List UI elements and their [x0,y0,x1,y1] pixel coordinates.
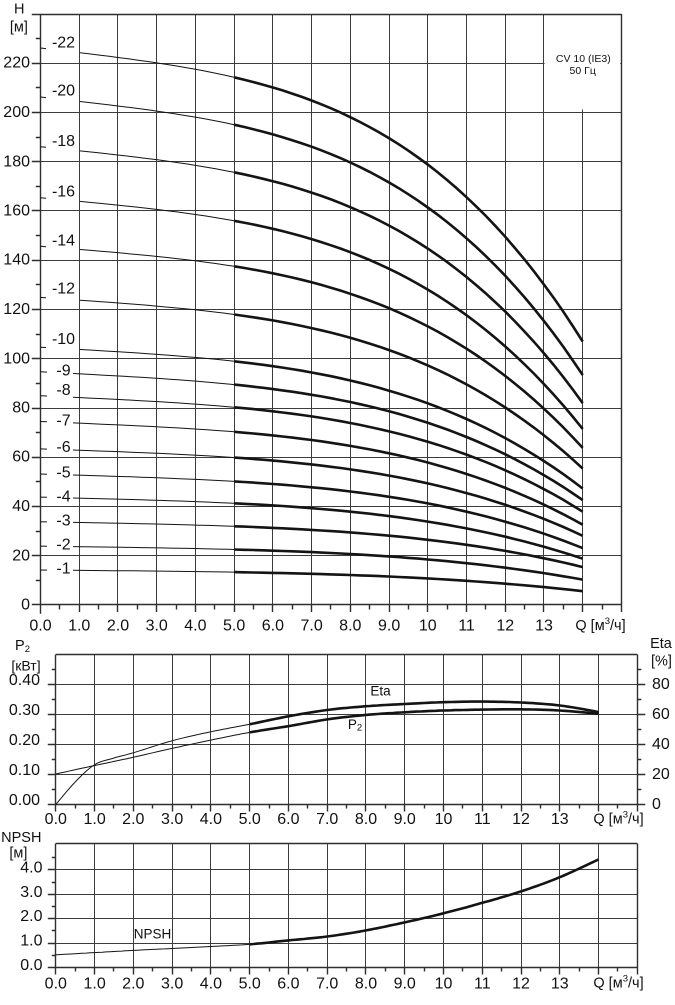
svg-text:3.0: 3.0 [20,884,42,901]
svg-text:0: 0 [21,597,30,614]
svg-text:-7: -7 [56,412,70,429]
svg-text:20: 20 [652,766,670,783]
svg-text:-20: -20 [52,82,75,99]
svg-text:10: 10 [435,811,453,828]
svg-text:1.0: 1.0 [83,976,105,993]
svg-text:Q [м3/ч]: Q [м3/ч] [593,809,643,828]
svg-text:13: 13 [535,618,553,635]
svg-text:9.0: 9.0 [394,976,416,993]
svg-text:160: 160 [3,203,30,220]
svg-text:NPSH: NPSH [1,830,41,846]
svg-text:12: 12 [512,976,530,993]
svg-text:CV 10 (IE3): CV 10 (IE3) [556,53,611,65]
svg-text:4.0: 4.0 [184,618,206,635]
svg-text:-12: -12 [52,281,75,298]
svg-text:0.0: 0.0 [45,811,67,828]
svg-text:4.0: 4.0 [20,859,42,876]
svg-text:0.40: 0.40 [9,672,40,689]
svg-text:100: 100 [3,350,30,367]
svg-text:80: 80 [652,676,670,693]
svg-text:6.0: 6.0 [277,976,299,993]
svg-text:0.0: 0.0 [20,957,42,974]
svg-text:8.0: 8.0 [355,811,377,828]
svg-text:13: 13 [551,976,569,993]
svg-text:-3: -3 [56,512,70,529]
svg-text:0.0: 0.0 [29,618,51,635]
svg-text:-9: -9 [56,363,70,380]
svg-text:12: 12 [496,618,514,635]
svg-text:11: 11 [474,811,491,828]
svg-text:[кВт]: [кВт] [11,658,40,674]
svg-text:3.0: 3.0 [161,976,183,993]
svg-text:80: 80 [12,400,30,417]
svg-text:2.0: 2.0 [20,908,42,925]
svg-text:7.0: 7.0 [316,811,338,828]
svg-text:0: 0 [652,796,661,813]
svg-text:-14: -14 [52,232,75,249]
svg-text:7.0: 7.0 [300,618,322,635]
svg-text:[м]: [м] [9,846,27,862]
svg-text:Eta: Eta [650,636,673,652]
svg-text:-1: -1 [56,561,70,578]
svg-text:[%]: [%] [651,654,672,670]
svg-text:7.0: 7.0 [316,976,338,993]
svg-text:-5: -5 [56,465,70,482]
svg-text:H: H [14,2,24,18]
svg-text:0.30: 0.30 [9,702,40,719]
svg-text:5.0: 5.0 [223,618,245,635]
svg-text:2.0: 2.0 [122,811,144,828]
svg-text:NPSH: NPSH [134,927,172,942]
svg-text:-6: -6 [56,439,70,456]
svg-text:13: 13 [551,811,569,828]
svg-text:200: 200 [3,104,30,121]
svg-text:-22: -22 [52,35,75,52]
svg-text:Q [м3/ч]: Q [м3/ч] [575,616,625,635]
svg-text:1.0: 1.0 [68,618,90,635]
svg-text:20: 20 [12,547,30,564]
svg-text:40: 40 [12,498,30,515]
svg-text:[м]: [м] [10,20,28,36]
svg-text:60: 60 [652,706,670,723]
svg-text:220: 220 [3,55,30,72]
svg-text:12: 12 [512,811,530,828]
svg-text:2.0: 2.0 [122,976,144,993]
svg-text:1.0: 1.0 [20,933,42,950]
svg-text:1.0: 1.0 [83,811,105,828]
svg-text:5.0: 5.0 [239,976,261,993]
svg-text:0.00: 0.00 [9,792,40,809]
svg-text:-18: -18 [52,133,75,150]
svg-text:9.0: 9.0 [378,618,400,635]
svg-text:8.0: 8.0 [339,618,361,635]
svg-text:9.0: 9.0 [394,811,416,828]
svg-text:11: 11 [458,618,475,635]
svg-text:4.0: 4.0 [200,811,222,828]
svg-text:120: 120 [3,301,30,318]
svg-text:0.10: 0.10 [9,762,40,779]
svg-text:-2: -2 [56,537,70,554]
svg-text:50 Гц: 50 Гц [570,65,596,77]
svg-text:3.0: 3.0 [146,618,168,635]
svg-text:11: 11 [474,976,491,993]
svg-text:10: 10 [435,976,453,993]
svg-text:-8: -8 [56,382,70,399]
svg-text:8.0: 8.0 [355,976,377,993]
svg-text:0.20: 0.20 [9,732,40,749]
svg-text:140: 140 [3,252,30,269]
svg-text:Q [м3/ч]: Q [м3/ч] [593,973,643,992]
svg-text:-10: -10 [52,331,75,348]
svg-text:5.0: 5.0 [239,811,261,828]
svg-text:6.0: 6.0 [277,811,299,828]
svg-text:Eta: Eta [370,684,391,699]
svg-text:40: 40 [652,736,670,753]
svg-text:2.0: 2.0 [107,618,129,635]
svg-text:60: 60 [12,449,30,466]
svg-text:6.0: 6.0 [262,618,284,635]
svg-text:-4: -4 [56,489,70,506]
svg-text:0.0: 0.0 [45,976,67,993]
svg-text:4.0: 4.0 [200,976,222,993]
svg-text:180: 180 [3,153,30,170]
svg-text:-16: -16 [52,184,75,201]
svg-text:10: 10 [419,618,437,635]
svg-text:3.0: 3.0 [161,811,183,828]
